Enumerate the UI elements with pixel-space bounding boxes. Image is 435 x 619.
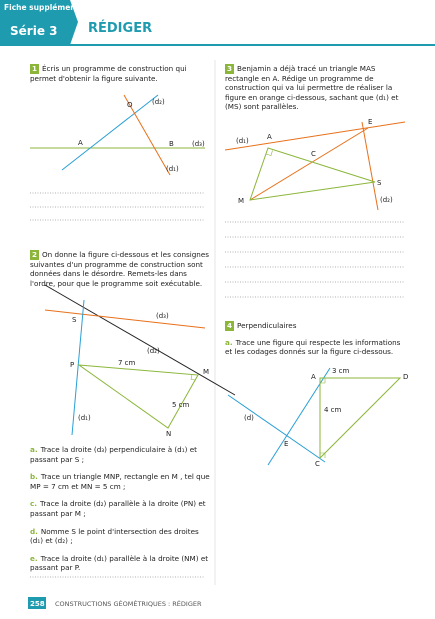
label: 7 cm <box>118 359 136 367</box>
writing-lines <box>30 192 405 578</box>
item-letter: a. <box>30 445 38 454</box>
label: (d₁) <box>236 137 249 145</box>
item-text: Nomme S le point d'intersection des droi… <box>30 526 199 546</box>
page-number: 258 <box>30 600 45 608</box>
label: M <box>238 197 244 205</box>
label: C <box>315 460 320 468</box>
badge <box>0 0 78 45</box>
label: A <box>311 373 316 381</box>
footer-text: CONSTRUCTIONS GÉOMÉTRIQUES : RÉDIGER <box>55 599 202 608</box>
item-letter: d. <box>30 526 38 536</box>
label: (d₂) <box>152 98 165 106</box>
label: A <box>78 139 83 147</box>
header-rule <box>0 44 435 46</box>
label: O <box>127 101 133 109</box>
exercise-text: Écris un programme de construction qui p… <box>30 64 187 83</box>
label: 4 cm <box>324 406 342 414</box>
items-2: a. Trace la droite (d₃) perpendiculaire à… <box>30 445 210 573</box>
label: S <box>377 179 382 187</box>
exercise-number: 4 <box>225 321 235 331</box>
item-letter: b. <box>30 472 38 482</box>
exercise-title: Perpendiculaires <box>237 321 297 330</box>
item-text: Trace un triangle MNP, rectangle en M , … <box>30 472 210 491</box>
label: D <box>403 373 408 381</box>
label: A <box>267 133 272 141</box>
label: E <box>284 440 288 448</box>
label: E <box>368 118 372 126</box>
page-title: RÉDIGER <box>88 20 152 36</box>
label: B <box>169 140 174 148</box>
exercise-1: 1 Écris un programme de construction qui … <box>30 64 212 83</box>
item-text: Trace la droite (d₁) parallèle à la droi… <box>30 553 209 573</box>
label: 5 cm <box>172 401 190 409</box>
exercise-number: 1 <box>30 64 40 74</box>
figure-4: A 3 cm D (d) 4 cm E C <box>227 367 408 468</box>
exercise-number: 3 <box>225 64 235 74</box>
label: P <box>70 361 74 369</box>
item-text: Trace la droite (d₃) perpendiculaire à (… <box>30 445 197 464</box>
label: N <box>166 430 171 438</box>
item-letter: e. <box>30 553 38 563</box>
label: C <box>311 150 316 158</box>
badge-line1: Fiche supplémentaire <box>4 3 96 12</box>
badge-line2: Série 3 <box>10 24 57 38</box>
label: S <box>72 316 77 324</box>
item-text: Trace une figure qui respecte les inform… <box>225 337 401 357</box>
label: (d₃) <box>156 312 169 320</box>
exercise-3: 3 Benjamin a déjà tracé un triangle MAS r… <box>225 64 405 112</box>
figure-1: O (d₂) A B (d₃) (d₁) <box>30 94 205 176</box>
item-letter: a. <box>225 337 233 347</box>
figure-2: S (d₃) (d₂) P 7 cm M 5 cm (d₁) N <box>44 284 236 438</box>
label: (d₂) <box>147 347 160 355</box>
item-text: Trace la droite (d₂) parallèle à la droi… <box>30 499 206 518</box>
exercise-text: On donne la figure ci-dessous et les con… <box>30 250 210 288</box>
label: (d₂) <box>380 196 393 204</box>
label: (d) <box>244 414 254 422</box>
exercise-2: 2 On donne la figure ci-dessous et les co… <box>30 250 212 288</box>
label: M <box>203 368 209 376</box>
label: (d₁) <box>78 414 91 422</box>
exercise-text: Benjamin a déjà tracé un triangle MAS re… <box>225 64 399 112</box>
exercise-4: 4 Perpendiculaires a. Trace une figure qui… <box>225 321 405 357</box>
label: (d₃) <box>192 140 205 148</box>
exercise-number: 2 <box>30 250 40 260</box>
label: 3 cm <box>332 367 350 375</box>
label: (d₁) <box>166 165 179 173</box>
page-box <box>28 597 46 609</box>
item-letter: c. <box>30 499 37 509</box>
figure-3: E (d₁) A C S M (d₂) <box>224 118 406 211</box>
